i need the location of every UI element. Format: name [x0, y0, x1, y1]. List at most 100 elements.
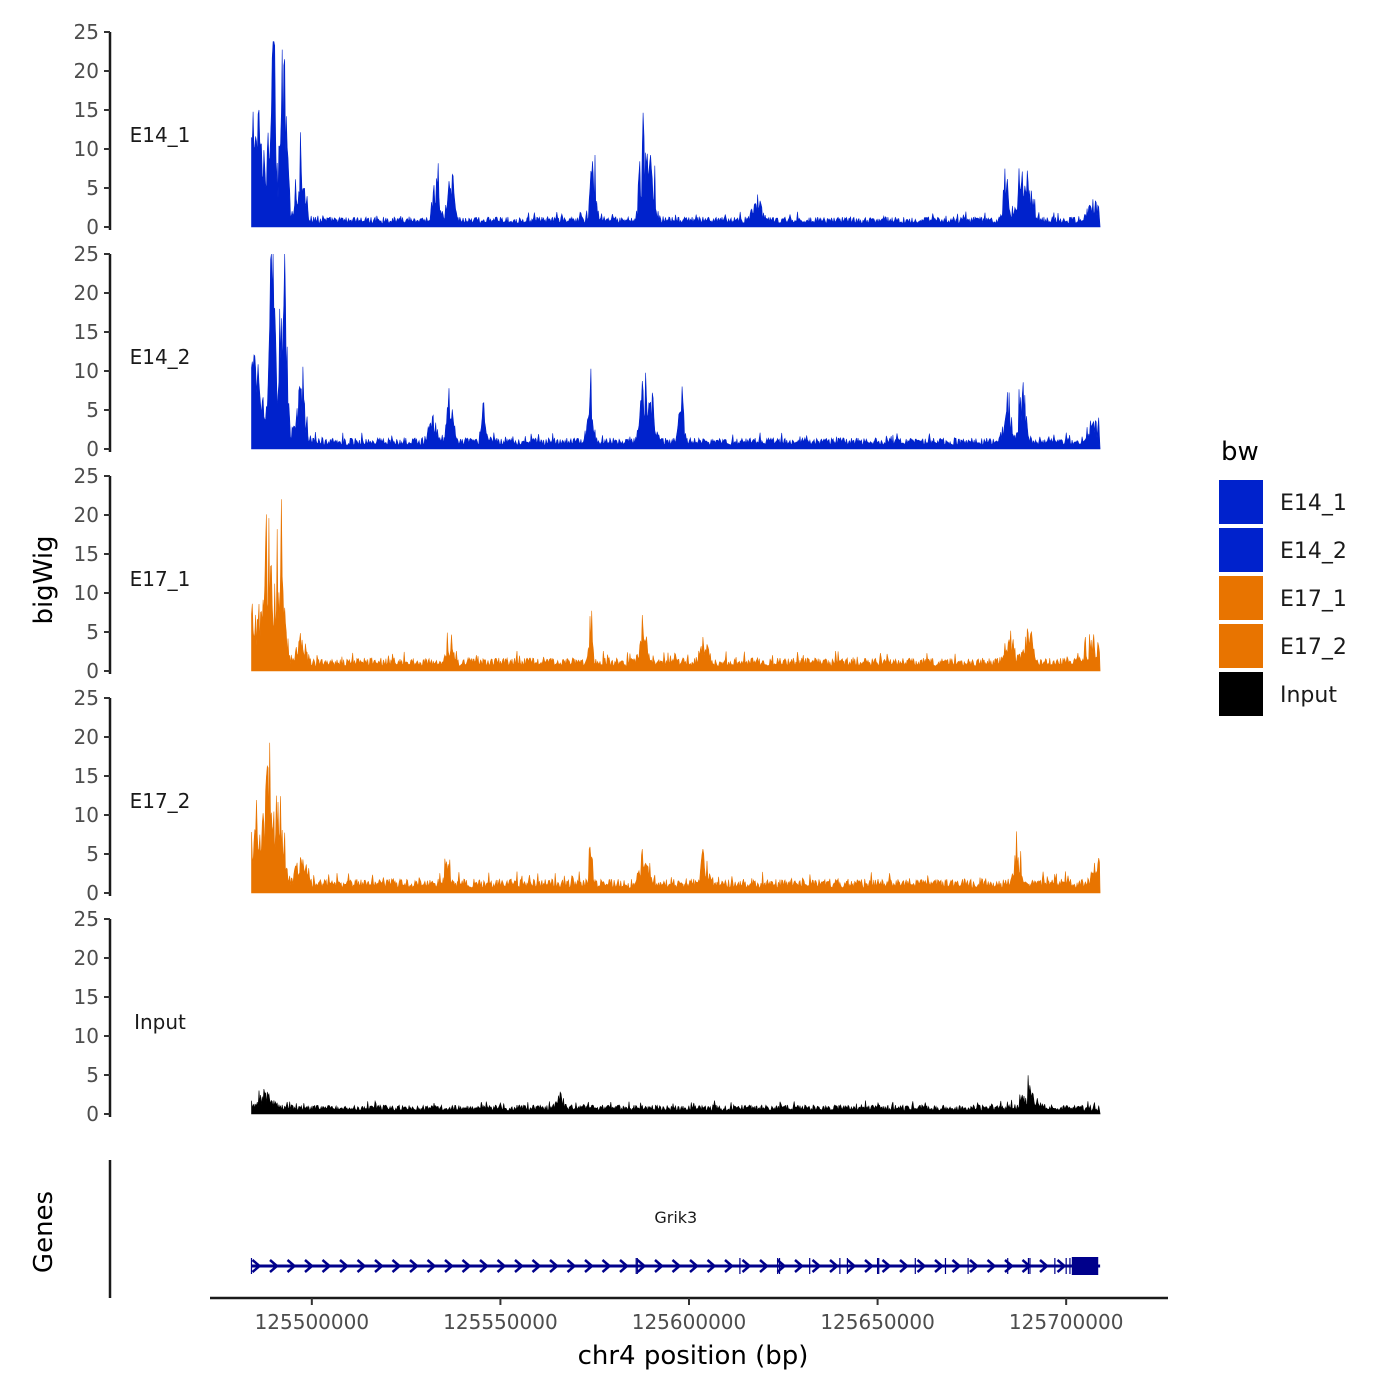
- legend-swatch-E14_1: [1219, 480, 1263, 524]
- strand-arrow: [426, 1259, 437, 1273]
- x-axis-title: chr4 position (bp): [578, 1341, 809, 1371]
- strand-arrow: [794, 1259, 804, 1273]
- strand-arrow: [934, 1259, 944, 1273]
- legend-label-E17_1: E17_1: [1280, 587, 1347, 612]
- strand-arrow: [636, 1259, 647, 1273]
- strand-arrow: [374, 1259, 384, 1273]
- track-label-E17_2: E17_2: [130, 789, 191, 813]
- y-tick-label-E14_1-15: 15: [74, 98, 99, 122]
- x-tick-label-125600000: 125600000: [632, 1310, 747, 1334]
- strand-arrow: [916, 1259, 927, 1273]
- y-tick-label-E17_1-10: 10: [74, 581, 99, 605]
- strand-arrow: [584, 1259, 594, 1273]
- y-tick-label-Input-10: 10: [74, 1024, 99, 1048]
- strand-arrow: [444, 1259, 454, 1273]
- y-tick-label-E17_1-20: 20: [74, 503, 99, 527]
- strand-arrow: [986, 1259, 997, 1273]
- strand-arrow: [269, 1259, 279, 1273]
- x-tick-label-125550000: 125550000: [443, 1310, 558, 1334]
- y-tick-label-E17_2-5: 5: [86, 842, 99, 866]
- y-tick-label-E14_2-10: 10: [74, 359, 99, 383]
- strand-arrow: [601, 1259, 612, 1273]
- y-tick-label-E14_1-10: 10: [74, 137, 99, 161]
- exon-terminal-Grik3: [1071, 1257, 1099, 1275]
- legend-label-Input: Input: [1280, 683, 1337, 708]
- y-tick-label-E17_1-5: 5: [86, 620, 99, 644]
- strand-arrow: [689, 1259, 699, 1273]
- strand-arrow: [654, 1259, 664, 1273]
- track-E14_1: 0 5 10 15 20 25 E14_1: [74, 20, 1101, 239]
- signal-area-E14_1: [251, 41, 1101, 228]
- y-tick-label-E17_1-0: 0: [86, 659, 99, 683]
- strand-arrow: [881, 1259, 892, 1273]
- strand-arrow: [864, 1259, 874, 1273]
- signal-area-E17_2: [251, 742, 1101, 894]
- track-Input: 0 5 10 15 20 25 Input: [74, 907, 1101, 1126]
- strand-arrow: [391, 1259, 402, 1273]
- y-tick-label-E17_1-25: 25: [74, 464, 99, 488]
- y-tick-label-E14_1-20: 20: [74, 59, 99, 83]
- signal-area-Input: [251, 1075, 1101, 1115]
- y-tick-label-E14_2-5: 5: [86, 398, 99, 422]
- strand-arrow: [671, 1259, 682, 1273]
- strand-arrow: [811, 1259, 822, 1273]
- strand-arrow: [409, 1259, 419, 1273]
- strand-arrow: [321, 1259, 332, 1273]
- signal-tracks: 0 5 10 15 20 25 E14_1 0 5 10 15 20 25 E14_2 0 5 10 15 20 25…: [74, 20, 1101, 1126]
- strand-arrow: [829, 1259, 839, 1273]
- legend-label-E14_2: E14_2: [1280, 539, 1347, 564]
- strand-arrow: [951, 1259, 962, 1273]
- strand-arrow: [969, 1259, 979, 1273]
- track-label-E17_1: E17_1: [130, 567, 191, 591]
- legend-swatch-E17_1: [1219, 576, 1263, 620]
- strand-arrow: [461, 1259, 472, 1273]
- strand-arrow: [304, 1259, 314, 1273]
- strand-arrow: [846, 1259, 857, 1273]
- y-tick-label-E14_1-0: 0: [86, 215, 99, 239]
- track-label-E14_2: E14_2: [130, 345, 191, 369]
- y-tick-label-E17_2-25: 25: [74, 686, 99, 710]
- track-label-E14_1: E14_1: [130, 123, 191, 147]
- strand-arrow: [741, 1259, 752, 1273]
- y-tick-label-E14_1-25: 25: [74, 20, 99, 44]
- gene-track: Grik3: [108, 1160, 1101, 1298]
- strand-arrow: [339, 1259, 349, 1273]
- y-tick-label-Input-5: 5: [86, 1063, 99, 1087]
- strand-arrow: [514, 1259, 524, 1273]
- y-axis-title: bigWig: [29, 535, 59, 624]
- gene-label-Grik3: Grik3: [654, 1208, 697, 1227]
- y-tick-label-E17_1-15: 15: [74, 542, 99, 566]
- y-tick-label-E14_2-25: 25: [74, 242, 99, 266]
- legend-swatch-E17_2: [1219, 624, 1263, 668]
- strand-arrow: [251, 1259, 262, 1273]
- strand-arrow: [286, 1259, 297, 1273]
- y-tick-label-E17_2-20: 20: [74, 725, 99, 749]
- strand-arrow: [479, 1259, 489, 1273]
- x-axis: 125500000 125550000 125600000 125650000 1257…: [210, 1296, 1168, 1334]
- y-tick-label-Input-15: 15: [74, 985, 99, 1009]
- track-label-Input: Input: [134, 1010, 186, 1034]
- y-tick-label-E14_1-5: 5: [86, 176, 99, 200]
- y-tick-label-E17_2-10: 10: [74, 803, 99, 827]
- x-tick-label-125700000: 125700000: [1009, 1310, 1124, 1334]
- strand-arrow: [1056, 1259, 1067, 1273]
- genes-axis-title: Genes: [29, 1191, 59, 1273]
- gene-Grik3: Grik3: [250, 1208, 1101, 1275]
- strand-arrow: [619, 1259, 629, 1273]
- strand-arrow: [531, 1259, 542, 1273]
- strand-arrow: [759, 1259, 769, 1273]
- y-tick-label-Input-0: 0: [86, 1102, 99, 1126]
- y-tick-label-E14_2-0: 0: [86, 437, 99, 461]
- x-tick-label-125500000: 125500000: [255, 1310, 370, 1334]
- track-E14_2: 0 5 10 15 20 25 E14_2: [74, 242, 1101, 461]
- strand-arrow: [496, 1259, 507, 1273]
- legend-swatch-Input: [1219, 672, 1263, 716]
- strand-arrow: [724, 1259, 734, 1273]
- legend-swatch-E14_2: [1219, 528, 1263, 572]
- y-tick-label-E14_2-15: 15: [74, 320, 99, 344]
- strand-arrow: [899, 1259, 909, 1273]
- y-tick-label-Input-20: 20: [74, 946, 99, 970]
- strand-arrow: [356, 1259, 367, 1273]
